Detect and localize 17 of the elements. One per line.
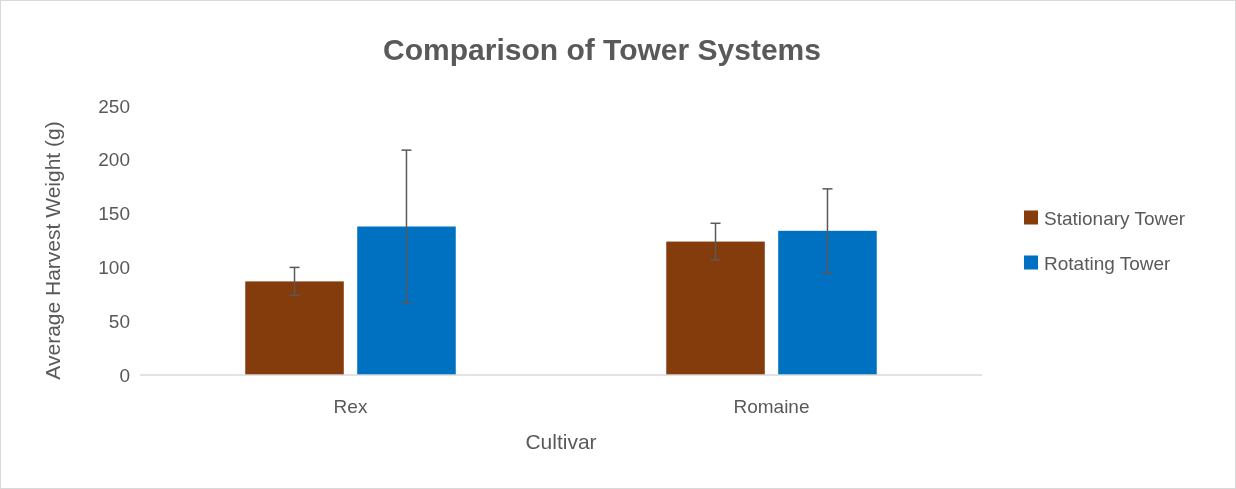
y-tick-label: 50 (108, 310, 130, 332)
y-tick-label: 150 (98, 203, 130, 225)
y-axis-title: Average Harvest Weight (g) (41, 121, 64, 380)
bar (357, 226, 456, 375)
x-tick-label: Rex (333, 396, 368, 417)
y-tick-label: 200 (98, 149, 130, 171)
bar (666, 241, 765, 375)
chart-title: Comparison of Tower Systems (383, 33, 821, 66)
y-tick-label: 0 (119, 364, 130, 386)
y-tick-label: 100 (98, 257, 130, 279)
legend-label: Stationary Tower (1044, 208, 1186, 230)
legend-label: Rotating Tower (1044, 253, 1172, 275)
x-axis-title: Cultivar (525, 430, 597, 453)
bar (245, 281, 344, 375)
y-tick-label: 250 (98, 95, 130, 117)
bar (778, 230, 877, 375)
x-tick-label: Romaine (733, 396, 810, 417)
